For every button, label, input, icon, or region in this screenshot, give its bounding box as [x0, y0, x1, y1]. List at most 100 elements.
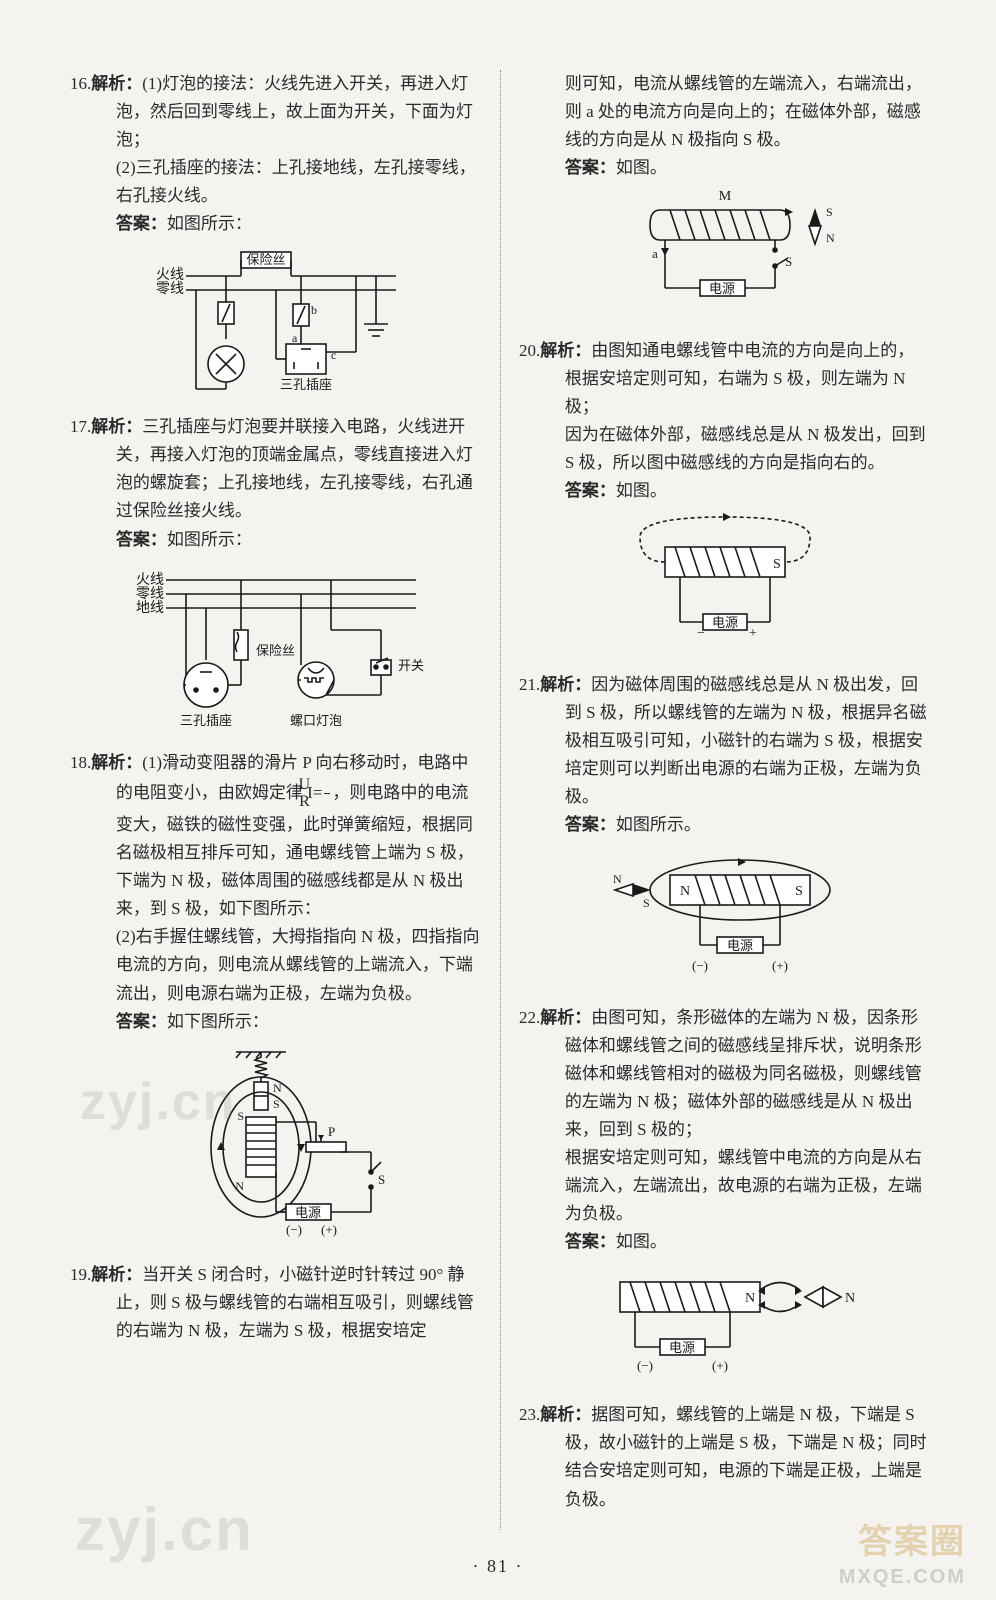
- q19-p1: 当开关 S 闭合时，小磁针逆时针转过 90° 静止，则 S 极与螺线管的右端相互…: [116, 1265, 474, 1340]
- neutral-label: 零线: [156, 281, 184, 297]
- svg-text:c: c: [331, 348, 336, 362]
- live-label: 火线: [156, 267, 184, 283]
- svg-text:螺口灯泡: 螺口灯泡: [290, 713, 342, 728]
- analysis-label: 解析：: [91, 417, 142, 436]
- svg-text:(+): (+): [712, 1358, 728, 1373]
- q21-line1: 21.解析：因为磁体周围的磁感线总是从 N 极出发，回到 S 极，所以螺线管的左…: [519, 671, 930, 811]
- answer-label: 答案：: [565, 1232, 616, 1251]
- answer-label: 答案：: [565, 158, 616, 177]
- q22-number: 22.: [519, 1008, 540, 1027]
- q23-line1: 23.解析：据图可知，螺线管的上端是 N 极，下端是 S 极，故小磁针的上端是 …: [519, 1401, 930, 1513]
- svg-text:保险丝: 保险丝: [256, 643, 295, 658]
- frac-num: U: [324, 777, 330, 795]
- svg-text:−: −: [697, 626, 705, 641]
- svg-text:零线: 零线: [136, 586, 164, 602]
- svg-text:(−): (−): [286, 1222, 302, 1237]
- frac-den: R: [324, 794, 330, 811]
- fuse-label: 保险丝: [246, 252, 285, 267]
- svg-text:P: P: [328, 1124, 335, 1139]
- q20-answer-text: 如图。: [616, 481, 667, 500]
- q21-answer-text: 如图所示。: [616, 815, 701, 834]
- q16-line1: 16.解析：(1)灯泡的接法：火线先进入开关，再进入灯泡，然后回到零线上，故上面…: [70, 70, 482, 154]
- q16-figure: 保险丝 火线 零线: [70, 244, 482, 403]
- q18-p1b: ，则电路中的电流变大，磁铁的磁性变强，此时弹簧缩短，根据同名磁极相互排斥可知，通…: [116, 783, 474, 919]
- q19-answer: 答案：如图。: [519, 154, 930, 182]
- q16-p1: (1)灯泡的接法：火线先进入开关，再进入灯泡，然后回到零线上，故上面为开关，下面…: [116, 74, 473, 149]
- q22-answer-text: 如图。: [616, 1232, 667, 1251]
- svg-text:N: N: [826, 231, 835, 245]
- q20-p2: 因为在磁体外部，磁感线总是从 N 极发出，回到 S 极，所以图中磁感线的方向是指…: [519, 421, 930, 477]
- item-17: 17.解析：三孔插座与灯泡要并联接入电路，火线进开关，再接入灯泡的顶端金属点，零…: [70, 413, 482, 738]
- answer-label: 答案：: [565, 815, 616, 834]
- item-23: 23.解析：据图可知，螺线管的上端是 N 极，下端是 S 极，故小磁针的上端是 …: [519, 1401, 930, 1513]
- q17-line1: 17.解析：三孔插座与灯泡要并联接入电路，火线进开关，再接入灯泡的顶端金属点，零…: [70, 413, 482, 525]
- item-19: 19.解析：当开关 S 闭合时，小磁针逆时针转过 90° 静止，则 S 极与螺线…: [70, 1261, 482, 1345]
- svg-text:开关: 开关: [398, 658, 424, 673]
- svg-text:S: S: [773, 557, 781, 572]
- q19-cont-p1: 则可知，电流从螺线管的左端流入，右端流出，则 a 处的电流方向是向上的；在磁体外…: [519, 70, 930, 154]
- svg-text:a: a: [652, 246, 658, 261]
- q19-line1: 19.解析：当开关 S 闭合时，小磁针逆时针转过 90° 静止，则 S 极与螺线…: [70, 1261, 482, 1345]
- right-column: 则可知，电流从螺线管的左端流入，右端流出，则 a 处的电流方向是向上的；在磁体外…: [500, 70, 930, 1530]
- q22-figure: N N 电源 (−) (+): [519, 1262, 930, 1391]
- svg-text:N: N: [235, 1179, 244, 1193]
- answer-label: 答案：: [116, 1012, 167, 1031]
- item-19-cont: 则可知，电流从螺线管的左端流入，右端流出，则 a 处的电流方向是向上的；在磁体外…: [519, 70, 930, 327]
- q21-answer: 答案：如图所示。: [519, 811, 930, 839]
- q18-number: 18.: [70, 753, 91, 772]
- item-16: 16.解析：(1)灯泡的接法：火线先进入开关，再进入灯泡，然后回到零线上，故上面…: [70, 70, 482, 403]
- q18-figure: N S S N: [70, 1042, 482, 1251]
- svg-text:M: M: [718, 189, 731, 204]
- analysis-label: 解析：: [91, 1265, 142, 1284]
- svg-text:电源: 电源: [726, 938, 752, 953]
- q20-figure: S 电源 − +: [519, 512, 930, 661]
- q17-p1: 三孔插座与灯泡要并联接入电路，火线进开关，再接入灯泡的顶端金属点，零线直接进入灯…: [116, 417, 473, 520]
- q18-line1: 18.解析：(1)滑动变阻器的滑片 P 向右移动时，电路中的电阻变小，由欧姆定律…: [70, 749, 482, 924]
- svg-text:S: S: [643, 896, 650, 910]
- svg-text:a: a: [292, 331, 298, 345]
- item-20: 20.解析：由图知通电螺线管中电流的方向是向上的，根据安培定则可知，右端为 S …: [519, 337, 930, 660]
- svg-text:火线: 火线: [136, 572, 164, 588]
- q21-figure: N S N S 电: [519, 845, 930, 994]
- q17-number: 17.: [70, 417, 91, 436]
- q22-line1: 22.解析：由图可知，条形磁体的左端为 N 极，因条形磁体和螺线管之间的磁感线呈…: [519, 1004, 930, 1144]
- svg-text:电源: 电源: [295, 1205, 321, 1220]
- svg-text:S: S: [378, 1172, 385, 1187]
- q20-p1: 由图知通电螺线管中电流的方向是向上的，根据安培定则可知，右端为 S 极，则左端为…: [565, 341, 914, 416]
- q20-answer: 答案：如图。: [519, 477, 930, 505]
- svg-text:S: S: [785, 254, 792, 269]
- q16-number: 16.: [70, 74, 91, 93]
- q21-number: 21.: [519, 675, 540, 694]
- q22-answer: 答案：如图。: [519, 1228, 930, 1256]
- svg-text:电源: 电源: [668, 1340, 694, 1355]
- q16-answer-text: 如图所示：: [167, 214, 252, 233]
- svg-text:+: +: [749, 626, 757, 641]
- svg-text:三孔插座: 三孔插座: [180, 713, 232, 728]
- item-18: 18.解析：(1)滑动变阻器的滑片 P 向右移动时，电路中的电阻变小，由欧姆定律…: [70, 749, 482, 1251]
- q19-number: 19.: [70, 1265, 91, 1284]
- q17-answer: 答案：如图所示：: [70, 526, 482, 554]
- item-22: 22.解析：由图可知，条形磁体的左端为 N 极，因条形磁体和螺线管之间的磁感线呈…: [519, 1004, 930, 1391]
- q16-answer: 答案：如图所示：: [70, 210, 482, 238]
- svg-text:(−): (−): [692, 958, 708, 973]
- q20-number: 20.: [519, 341, 540, 360]
- item-21: 21.解析：因为磁体周围的磁感线总是从 N 极出发，回到 S 极，所以螺线管的左…: [519, 671, 930, 994]
- q19-answer-text: 如图。: [616, 158, 667, 177]
- analysis-label: 解析：: [91, 74, 142, 93]
- svg-text:(+): (+): [321, 1222, 337, 1237]
- fraction: UR: [324, 777, 330, 812]
- svg-text:N: N: [613, 872, 622, 886]
- q22-p2: 根据安培定则可知，螺线管中电流的方向是从右端流入，左端流出，故电源的右端为正极，…: [519, 1144, 930, 1228]
- analysis-label: 解析：: [540, 341, 591, 360]
- svg-text:(+): (+): [772, 958, 788, 973]
- q17-figure: 火线 零线 地线 保险丝: [70, 560, 482, 739]
- left-column: 16.解析：(1)灯泡的接法：火线先进入开关，再进入灯泡，然后回到零线上，故上面…: [70, 70, 500, 1530]
- q23-number: 23.: [519, 1405, 540, 1424]
- analysis-label: 解析：: [91, 753, 142, 772]
- q19-figure: M S N a: [519, 188, 930, 327]
- svg-text:S: S: [826, 205, 833, 219]
- page: 16.解析：(1)灯泡的接法：火线先进入开关，再进入灯泡，然后回到零线上，故上面…: [70, 70, 930, 1530]
- answer-label: 答案：: [116, 214, 167, 233]
- q18-answer: 答案：如下图所示：: [70, 1008, 482, 1036]
- socket-label: 三孔插座: [280, 377, 332, 392]
